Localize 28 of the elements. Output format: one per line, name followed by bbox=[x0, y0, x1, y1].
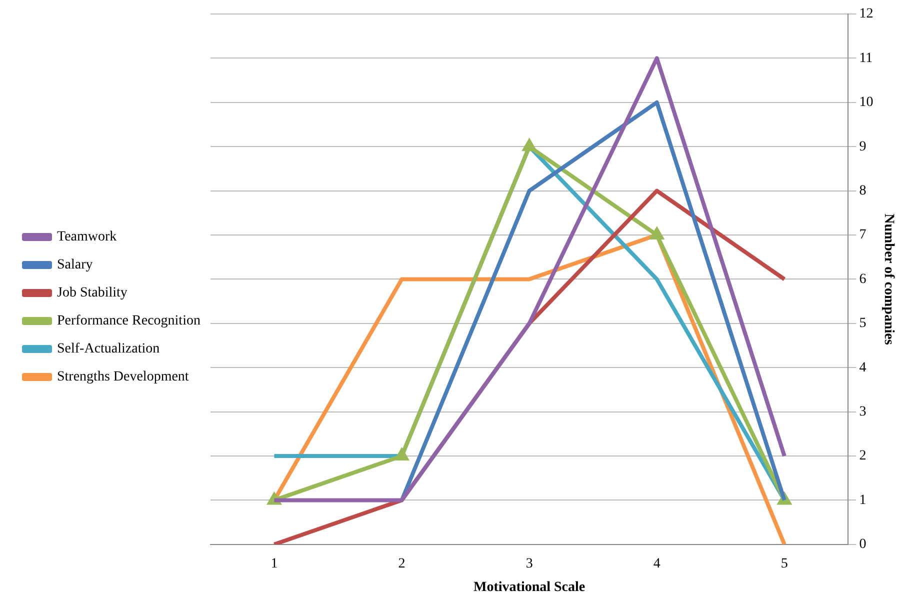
legend-label: Performance Recognition bbox=[57, 314, 200, 329]
x-tick-label: 5 bbox=[780, 556, 788, 572]
point bbox=[395, 449, 408, 460]
legend-label: Teamwork bbox=[57, 230, 117, 245]
y-tick-label: 5 bbox=[859, 316, 866, 332]
x-tick-label: 3 bbox=[526, 556, 533, 572]
y-tick-label: 12 bbox=[859, 6, 874, 22]
y-tick-label: 6 bbox=[859, 272, 866, 287]
legend-label: Strengths Development bbox=[57, 370, 189, 385]
y-tick-label: 2 bbox=[859, 448, 866, 464]
y-axis-title: Number of companies bbox=[880, 214, 896, 346]
y-tick-label: 8 bbox=[859, 183, 866, 198]
x-tick-label: 1 bbox=[270, 556, 278, 572]
point bbox=[522, 140, 536, 152]
y-tick-label: 0 bbox=[859, 537, 866, 552]
y-tick-label: 7 bbox=[859, 228, 866, 243]
y-tick-label: 3 bbox=[859, 404, 866, 420]
legend-label: Job Stability bbox=[57, 286, 128, 301]
x-tick-label: 4 bbox=[653, 556, 660, 572]
y-tick-label: 11 bbox=[859, 50, 873, 66]
x-tick-label: 2 bbox=[398, 556, 406, 572]
legend-label: Salary bbox=[57, 258, 93, 273]
x-axis-title: Motivational Scale bbox=[474, 580, 586, 596]
y-tick-label: 9 bbox=[859, 139, 866, 154]
y-tick-label: 10 bbox=[859, 95, 874, 110]
y-tick-label: 1 bbox=[859, 492, 866, 508]
y-tick-label: 4 bbox=[859, 360, 866, 376]
legend-label: Self-Actualization bbox=[57, 342, 160, 357]
